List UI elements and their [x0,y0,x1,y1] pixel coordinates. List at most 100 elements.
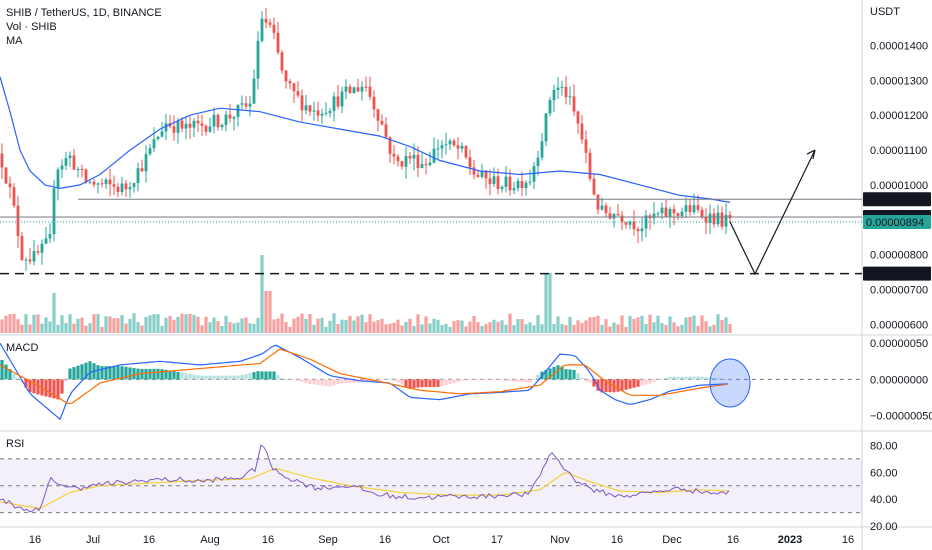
macd-histogram-bar [328,379,332,387]
candle-body [488,178,492,184]
volume-bar [116,318,120,333]
macd-histogram-bar [56,379,60,400]
volume-legend[interactable]: Vol · SHIB [6,21,57,33]
volume-bar [456,320,460,333]
macd-histogram-bar [668,376,672,380]
candle-body [380,120,384,125]
candle-body [304,105,308,111]
volume-bar [140,325,144,333]
volume-bar [672,322,676,333]
macd-histogram-bar [636,379,640,387]
candle-body [368,86,372,97]
volume-bar [200,325,204,333]
macd-histogram-bar [408,379,412,389]
candle-body [312,110,316,112]
volume-bar [260,255,264,333]
candle-body [496,176,500,189]
macd-histogram-bar [460,379,464,382]
price-unit-label: USDT [870,6,900,18]
macd-histogram-bar [404,379,408,387]
macd-histogram-bar [64,379,68,382]
volume-bar [596,315,600,333]
candle-body [672,209,676,214]
volume-bar [320,317,324,333]
volume-bar [568,316,572,333]
macd-histogram-bar [560,366,564,380]
macd-histogram-bar [716,378,720,380]
macd-histogram-bar [728,379,732,381]
macd-histogram-bar [244,374,248,380]
volume-bar [708,326,712,333]
candle-body [260,18,264,41]
volume-bar [112,318,116,333]
candle-body [640,228,644,232]
volume-bar [520,319,524,333]
macd-histogram-bar [268,371,272,380]
macd-histogram-bar [520,379,524,383]
macd-histogram-bar [312,379,316,385]
highlight-circle [709,358,751,408]
ma-legend[interactable]: MA [6,35,23,47]
candle-body [516,180,520,189]
macd-histogram-bar [368,379,372,382]
volume-bar [624,326,628,333]
candle-body [188,123,192,128]
volume-bar [700,315,704,333]
volume-bar [244,317,248,333]
candle-body [16,205,20,237]
macd-histogram-bar [544,370,548,380]
volume-bar [228,322,232,333]
macd-histogram-bar [84,362,88,380]
volume-bar [364,322,368,333]
macd-histogram-bar [724,378,728,380]
volume-bar [196,316,200,333]
volume-bar [476,322,480,333]
time-tick-label: 16 [727,534,739,546]
volume-bar [372,321,376,333]
rsi-tick-label: 40.00 [870,494,898,506]
volume-bar [544,273,548,333]
volume-bar [416,314,420,333]
candle-body [236,104,240,118]
macd-histogram-bar [464,379,468,381]
macd-histogram-bar [392,379,396,381]
macd-histogram-bar [424,379,428,388]
macd-histogram-bar [0,359,4,380]
rsi-label: RSI [6,438,24,450]
symbol-title[interactable]: SHIB / TetherUS, 1D, BINANCE [6,7,162,19]
volume-bar [296,316,300,333]
volume-bar [88,323,92,333]
candle-body [212,114,216,127]
macd-histogram-bar [316,379,320,385]
candle-body [512,188,516,191]
projection-arrowhead [806,149,816,160]
macd-histogram-bar [484,379,488,381]
volume-bar [412,326,416,333]
candle-body [332,96,336,112]
candle-body [668,209,672,217]
volume-bar [224,315,228,333]
macd-histogram-bar [320,379,324,386]
volume-bar [480,326,484,333]
volume-bar [0,319,4,333]
time-tick-label: 2023 [778,534,802,546]
macd-histogram-bar [292,379,296,381]
candle-body [340,91,344,107]
volume-bar [236,322,240,333]
macd-histogram-bar [660,378,664,380]
macd-histogram-bar [80,364,84,380]
macd-histogram-bar [692,376,696,380]
candle-body [484,170,488,179]
macd-histogram-bar [508,379,512,382]
macd-histogram-bar [340,379,344,384]
candle-body [352,87,356,94]
volume-bar [64,322,68,333]
candle-body [8,183,12,188]
volume-bar [208,322,212,333]
candle-body [348,86,352,94]
candle-body [276,32,280,53]
macd-histogram-bar [324,379,328,386]
macd-histogram-bar [400,379,404,385]
macd-histogram-bar [584,379,588,382]
